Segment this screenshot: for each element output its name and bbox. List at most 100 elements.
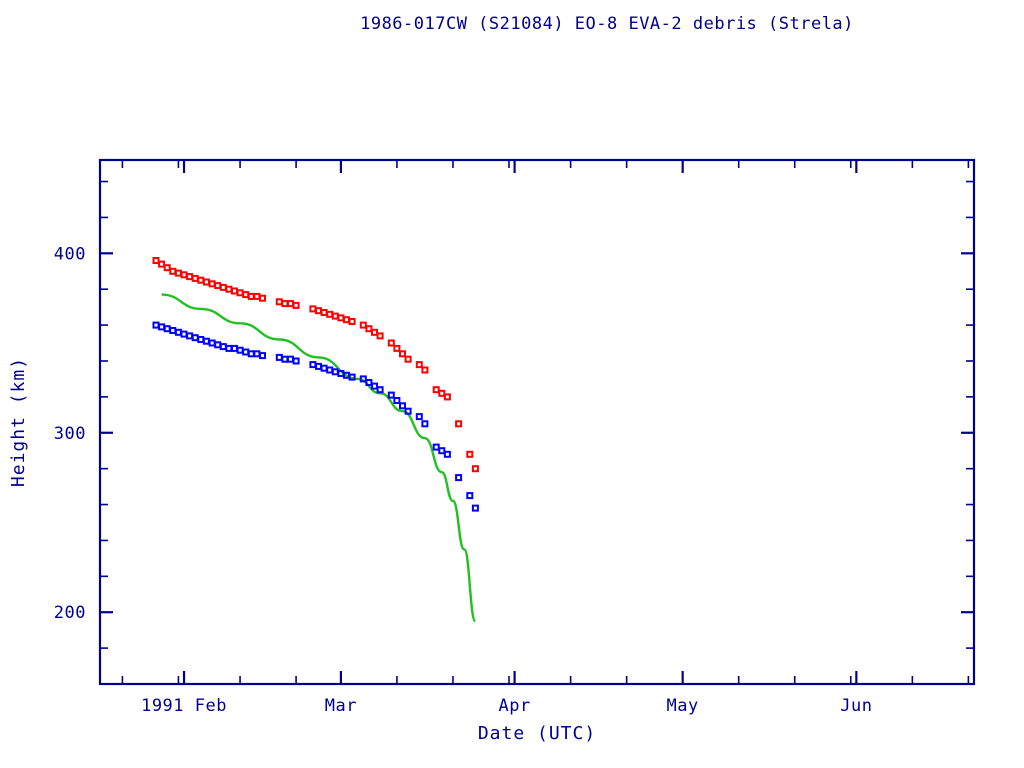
data-point <box>186 332 194 340</box>
data-point <box>191 274 199 282</box>
data-point <box>415 361 423 369</box>
data-point <box>202 337 210 345</box>
y-tick-label: 400 <box>54 244 86 264</box>
data-point <box>404 407 412 415</box>
data-point <box>225 285 233 293</box>
data-point <box>387 391 395 399</box>
data-point <box>443 450 451 458</box>
data-point <box>174 269 182 277</box>
data-point <box>191 334 199 342</box>
data-point <box>186 273 194 281</box>
x-axis-ticks <box>121 160 970 684</box>
data-point <box>365 379 373 386</box>
data-point <box>309 305 317 313</box>
data-point <box>242 348 250 356</box>
series-perigee-points <box>152 321 479 512</box>
data-point <box>208 280 216 288</box>
data-point <box>404 355 412 363</box>
data-point <box>399 350 406 358</box>
data-point <box>253 350 261 358</box>
data-point <box>287 355 294 363</box>
data-point <box>359 375 367 383</box>
data-point <box>275 298 283 306</box>
data-point <box>387 339 395 347</box>
data-point <box>281 355 289 363</box>
data-point <box>438 389 446 397</box>
data-point <box>236 289 244 297</box>
data-point <box>247 292 255 300</box>
data-point <box>180 271 188 279</box>
data-point <box>180 330 188 338</box>
data-point <box>169 327 177 334</box>
data-point <box>163 264 171 272</box>
data-point <box>432 386 440 394</box>
data-point <box>415 413 423 421</box>
data-point <box>455 420 463 428</box>
data-point <box>443 393 451 401</box>
x-tick-label: Mar <box>325 696 357 716</box>
data-point <box>219 343 227 351</box>
data-point <box>231 287 238 295</box>
data-point <box>331 312 339 320</box>
data-point <box>455 474 463 482</box>
data-point <box>231 344 238 352</box>
axis-frame <box>98 158 976 686</box>
series-apogee-points <box>152 257 479 473</box>
data-point <box>225 344 233 352</box>
data-point <box>169 267 177 275</box>
page-title: 1986-017CW (S21084) EO-8 EVA-2 debris (S… <box>360 14 854 34</box>
data-point <box>320 309 328 316</box>
data-point <box>471 465 479 473</box>
data-point <box>371 328 378 336</box>
data-point <box>259 294 266 302</box>
data-point <box>242 291 250 299</box>
x-tick-label: May <box>667 696 699 716</box>
data-point <box>421 420 429 428</box>
data-point <box>466 450 474 458</box>
data-point <box>152 257 160 264</box>
data-point <box>471 504 479 512</box>
data-point <box>337 314 345 322</box>
data-point <box>438 447 446 455</box>
data-point <box>197 276 205 284</box>
data-point <box>281 300 289 308</box>
data-point <box>376 332 384 340</box>
y-axis-title: Height (km) <box>8 357 29 487</box>
data-point <box>214 282 222 290</box>
data-point <box>287 300 294 308</box>
x-axis-tick-labels: 1991 Feb Mar Apr May Jun <box>141 696 872 716</box>
data-point <box>337 370 345 377</box>
data-point <box>393 397 401 404</box>
x-axis-title: Date (UTC) <box>478 723 596 744</box>
data-point <box>320 364 328 372</box>
data-point <box>315 362 322 370</box>
data-point <box>326 310 334 318</box>
data-point <box>309 361 317 369</box>
data-point <box>421 366 429 374</box>
data-point <box>393 344 401 352</box>
mean-altitude-curve <box>161 293 477 623</box>
x-tick-label: 1991 Feb <box>141 696 227 716</box>
y-axis-ticks <box>100 180 974 649</box>
data-point <box>376 386 384 394</box>
plot-frame <box>98 158 976 686</box>
x-tick-label: Apr <box>498 696 530 716</box>
data-point <box>208 339 216 347</box>
y-tick-label: 300 <box>54 424 86 444</box>
data-point <box>236 346 244 354</box>
data-point <box>174 328 182 336</box>
data-point <box>292 301 300 309</box>
data-point <box>315 307 322 315</box>
data-point <box>247 350 255 358</box>
data-point <box>331 368 339 376</box>
data-point <box>432 443 440 451</box>
data-point <box>158 260 166 268</box>
data-point <box>343 316 350 324</box>
data-point <box>275 353 283 361</box>
series-mean-altitude-line <box>161 293 477 623</box>
data-point <box>326 366 334 374</box>
data-point <box>202 278 210 286</box>
data-point <box>359 321 367 329</box>
data-point <box>466 492 474 500</box>
